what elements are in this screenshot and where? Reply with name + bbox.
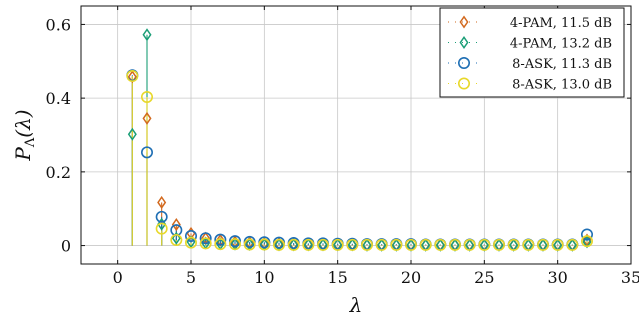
data-point-marker (141, 146, 154, 159)
plot-frame (80, 5, 632, 265)
legend-label: 4-PAM, 11.5 dB (510, 16, 612, 31)
data-point-marker (142, 28, 152, 42)
data-point-marker (536, 238, 549, 251)
legend-label: 4-PAM, 13.2 dB (510, 37, 612, 52)
legend-box (439, 7, 625, 98)
data-point-marker (492, 238, 505, 251)
data-point-marker (287, 238, 300, 251)
data-point-marker (171, 218, 181, 232)
legend-label: 8-ASK, 11.3 dB (512, 57, 612, 72)
data-point-marker (551, 238, 564, 251)
data-point-marker (171, 231, 181, 245)
data-point-marker (360, 238, 373, 251)
legend-label: 8-ASK, 13.0 dB (512, 78, 612, 93)
data-point-marker (214, 238, 227, 251)
tick-labels: 0 5 10 15 20 25 30 35 0 0.2 0.4 0.6 (46, 15, 639, 287)
data-point-marker (141, 91, 154, 104)
data-point-marker (142, 111, 152, 125)
data-point-marker (507, 238, 520, 251)
legend-swatch-marker (457, 77, 470, 90)
legend-swatch-marker (459, 15, 469, 29)
legend-label-series: 8-ASK, (512, 57, 561, 72)
legend-label-series: 4-PAM, (510, 16, 561, 31)
data-point-marker (346, 238, 359, 251)
x-tick-label: 35 (621, 268, 639, 287)
legend: 4-PAM, 11.5 dB4-PAM, 13.2 dB8-ASK, 11.3 … (439, 7, 625, 98)
y-axis-label-argument: (λ) (11, 109, 35, 137)
data-point-marker (580, 228, 593, 241)
x-tick-label: 30 (547, 268, 567, 287)
y-tick-label: 0.4 (46, 89, 71, 108)
data-point-marker (199, 232, 212, 245)
data-point-marker (258, 238, 271, 251)
legend-label-series: 4-PAM, (510, 37, 561, 52)
data-point-marker (331, 238, 344, 251)
data-point-marker (157, 217, 167, 231)
legend-label-db: 13.2 dB (561, 37, 612, 52)
y-axis-label: PΛ(λ) (11, 109, 38, 161)
legend-label-db: 11.5 dB (561, 16, 612, 31)
data-point-marker (566, 238, 579, 251)
data-point-marker (580, 235, 593, 248)
legend-label-db: 11.3 dB (561, 57, 612, 72)
data-point-marker (375, 238, 388, 251)
data-point-marker (434, 238, 447, 251)
data-point-marker (448, 238, 461, 251)
data-point-marker (157, 195, 167, 209)
data-point-marker (522, 238, 535, 251)
data-point-marker (127, 127, 137, 141)
data-point-marker (185, 229, 198, 242)
data-point-marker (404, 238, 417, 251)
y-tick-label: 0.2 (46, 163, 71, 182)
x-tick-label: 5 (186, 268, 196, 287)
data-point-marker (478, 238, 491, 251)
stem-lines (131, 34, 588, 246)
data-point-marker (243, 238, 256, 251)
data-point-marker (229, 238, 242, 251)
y-axis-label-main: P (11, 147, 35, 162)
data-point-marker (214, 233, 227, 246)
data-point-marker (170, 234, 183, 247)
data-point-marker (185, 236, 198, 249)
legend-swatch-marker (457, 56, 470, 69)
x-tick-label: 15 (327, 268, 347, 287)
x-tick-label: 25 (474, 268, 494, 287)
data-point-marker (302, 238, 315, 251)
data-point-marker (126, 70, 139, 83)
data-point-marker (390, 238, 403, 251)
data-point-marker (419, 238, 432, 251)
legend-swatch-marker (459, 35, 469, 50)
x-tick-label: 10 (254, 268, 274, 287)
x-tick-label: 20 (401, 268, 421, 287)
data-point-marker (316, 238, 329, 251)
data-point-marker (155, 210, 168, 223)
data-point-marker (155, 222, 168, 235)
y-axis-label-subscript: Λ (23, 137, 38, 148)
x-axis-label: λ (349, 293, 363, 317)
legend-label-series: 8-ASK, (512, 78, 561, 93)
y-tick-label: 0.6 (46, 15, 71, 34)
y-tick-label: 0 (61, 237, 71, 256)
x-tick-label: 0 (113, 268, 123, 287)
data-markers (126, 28, 593, 252)
legend-label-db: 13.0 dB (561, 78, 612, 93)
data-point-marker (272, 238, 285, 251)
data-point-marker (463, 238, 476, 251)
data-point-marker (199, 237, 212, 250)
